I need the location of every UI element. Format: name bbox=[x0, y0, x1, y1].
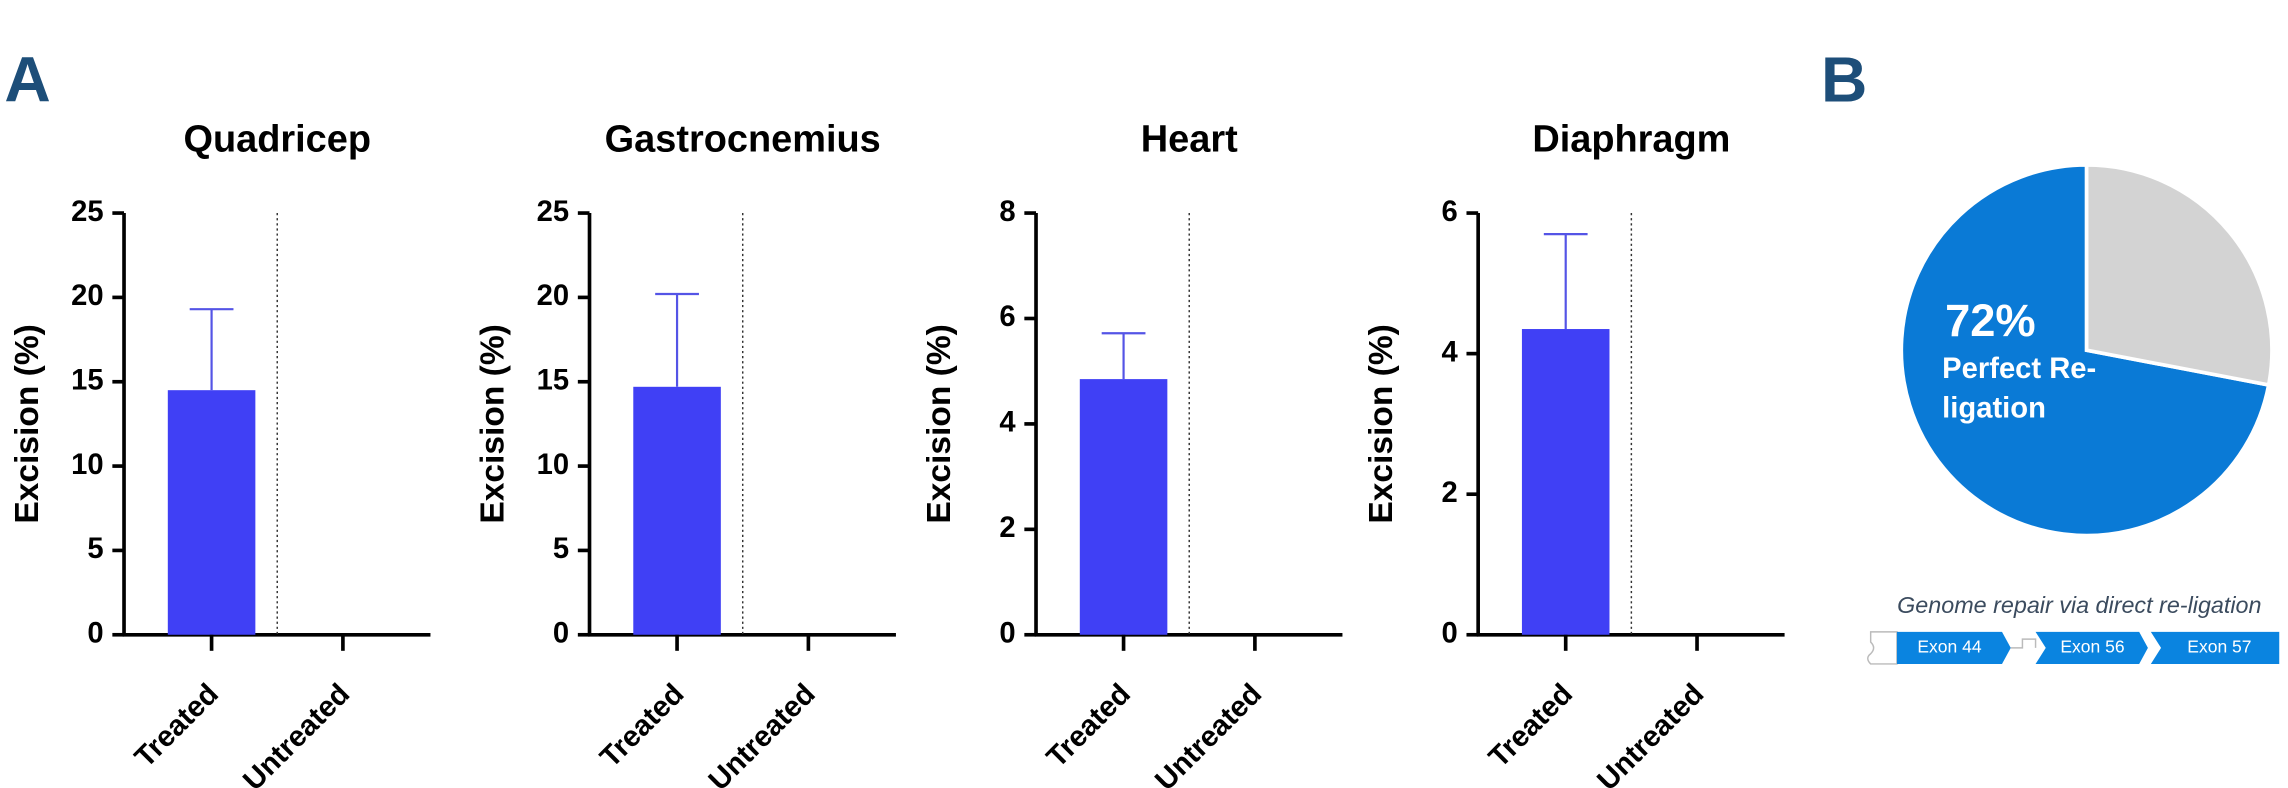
strand-end bbox=[1868, 632, 1897, 664]
y-tick-label: 6 bbox=[1441, 196, 1457, 228]
y-tick-label: 4 bbox=[999, 407, 1016, 439]
chart-title: Heart bbox=[1141, 119, 1238, 161]
exon-label: Exon 56 bbox=[2060, 637, 2124, 657]
y-tick-label: 0 bbox=[553, 617, 569, 649]
pie-label-box: Perfect Re-ligation bbox=[1942, 350, 2117, 432]
bar bbox=[168, 390, 256, 635]
bar bbox=[1522, 329, 1610, 635]
x-tick-label: Treated bbox=[1483, 678, 1579, 774]
x-tick-label: Treated bbox=[1041, 678, 1137, 774]
y-axis-label: Excision (%) bbox=[9, 324, 46, 523]
x-tick-label: Treated bbox=[129, 678, 225, 774]
bar bbox=[633, 387, 721, 635]
strand-join bbox=[2011, 639, 2036, 648]
panel-label: B bbox=[1821, 44, 1867, 116]
chart-title: Gastrocnemius bbox=[605, 119, 881, 161]
x-tick-label: Untreated bbox=[1591, 678, 1710, 788]
y-tick-label: 15 bbox=[537, 364, 569, 396]
exon-label: Exon 57 bbox=[2187, 637, 2251, 657]
y-axis-label: Excision (%) bbox=[475, 324, 512, 523]
x-tick-label: Untreated bbox=[237, 678, 356, 788]
exon-label: Exon 44 bbox=[1917, 637, 1981, 657]
y-tick-label: 20 bbox=[537, 280, 569, 312]
pie-value-label: 72% bbox=[1945, 295, 2036, 346]
y-tick-label: 2 bbox=[999, 512, 1015, 544]
y-tick-label: 25 bbox=[537, 196, 569, 228]
y-tick-label: 0 bbox=[87, 617, 103, 649]
x-tick-label: Treated bbox=[594, 678, 690, 774]
y-tick-label: 15 bbox=[71, 364, 103, 396]
figure: A B QuadricepExcision (%)0510152025Treat… bbox=[0, 0, 2288, 788]
diagram-caption: Genome repair via direct re-ligation bbox=[1897, 592, 2261, 618]
y-tick-label: 8 bbox=[999, 196, 1015, 228]
chart-title: Diaphragm bbox=[1532, 119, 1730, 161]
chart-title: Quadricep bbox=[183, 119, 371, 161]
y-tick-label: 20 bbox=[71, 280, 103, 312]
y-tick-label: 10 bbox=[71, 449, 103, 481]
y-axis-label: Excision (%) bbox=[921, 324, 958, 523]
y-tick-label: 5 bbox=[553, 533, 569, 565]
x-tick-label: Untreated bbox=[703, 678, 822, 788]
x-tick-label: Untreated bbox=[1149, 678, 1268, 788]
y-tick-label: 0 bbox=[1441, 617, 1457, 649]
y-tick-label: 25 bbox=[71, 196, 103, 228]
panel-label: A bbox=[4, 44, 50, 116]
y-tick-label: 6 bbox=[999, 301, 1015, 333]
bar bbox=[1080, 379, 1168, 635]
y-tick-label: 4 bbox=[1441, 336, 1458, 368]
y-tick-label: 5 bbox=[87, 533, 103, 565]
y-tick-label: 0 bbox=[999, 617, 1015, 649]
y-axis-label: Excision (%) bbox=[1363, 324, 1400, 523]
pie-category-label: Perfect Re-ligation bbox=[1942, 350, 2105, 429]
y-tick-label: 2 bbox=[1441, 477, 1457, 509]
y-tick-label: 10 bbox=[537, 449, 569, 481]
